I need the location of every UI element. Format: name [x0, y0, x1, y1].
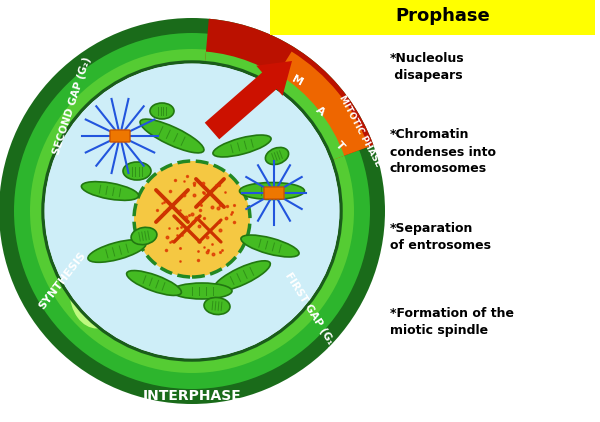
- Ellipse shape: [216, 289, 258, 344]
- Text: SECOND GAP (G₂): SECOND GAP (G₂): [52, 56, 92, 156]
- Ellipse shape: [30, 49, 354, 373]
- Ellipse shape: [239, 182, 305, 200]
- Ellipse shape: [43, 62, 341, 360]
- Ellipse shape: [213, 135, 271, 157]
- Ellipse shape: [123, 162, 151, 180]
- Ellipse shape: [134, 161, 250, 277]
- Text: M: M: [290, 74, 304, 88]
- Wedge shape: [192, 51, 368, 211]
- Text: SYNTHESIS: SYNTHESIS: [37, 250, 88, 311]
- Text: MITOTIC PHASE: MITOTIC PHASE: [337, 94, 383, 168]
- Text: Prophase: Prophase: [395, 7, 490, 25]
- Ellipse shape: [70, 254, 125, 328]
- Ellipse shape: [204, 298, 230, 314]
- Ellipse shape: [241, 235, 299, 257]
- Ellipse shape: [88, 240, 146, 262]
- Text: INTERPHASE: INTERPHASE: [143, 389, 241, 403]
- Ellipse shape: [127, 271, 181, 295]
- Ellipse shape: [172, 283, 232, 299]
- FancyBboxPatch shape: [264, 187, 284, 199]
- Text: *Formation of the
miotic spindle: *Formation of the miotic spindle: [390, 307, 514, 337]
- Wedge shape: [192, 51, 343, 211]
- Text: T: T: [334, 140, 346, 152]
- Ellipse shape: [214, 261, 271, 291]
- Ellipse shape: [265, 147, 289, 165]
- FancyBboxPatch shape: [270, 0, 595, 35]
- Ellipse shape: [140, 119, 204, 153]
- Ellipse shape: [82, 181, 139, 200]
- Ellipse shape: [14, 33, 370, 389]
- Ellipse shape: [150, 103, 174, 119]
- Text: A: A: [314, 104, 326, 118]
- Wedge shape: [192, 19, 373, 211]
- Text: FIRST GAP (G₁): FIRST GAP (G₁): [283, 271, 337, 351]
- FancyBboxPatch shape: [110, 130, 130, 142]
- Wedge shape: [192, 73, 344, 211]
- Text: *Chromatin
condenses into
chromosomes: *Chromatin condenses into chromosomes: [390, 129, 496, 176]
- Ellipse shape: [0, 18, 385, 404]
- Text: *Nucleolus
 disapears: *Nucleolus disapears: [390, 52, 464, 82]
- Ellipse shape: [44, 63, 340, 359]
- FancyArrow shape: [205, 61, 292, 139]
- Text: *Separation
of entrosomes: *Separation of entrosomes: [390, 222, 491, 252]
- Ellipse shape: [131, 227, 157, 245]
